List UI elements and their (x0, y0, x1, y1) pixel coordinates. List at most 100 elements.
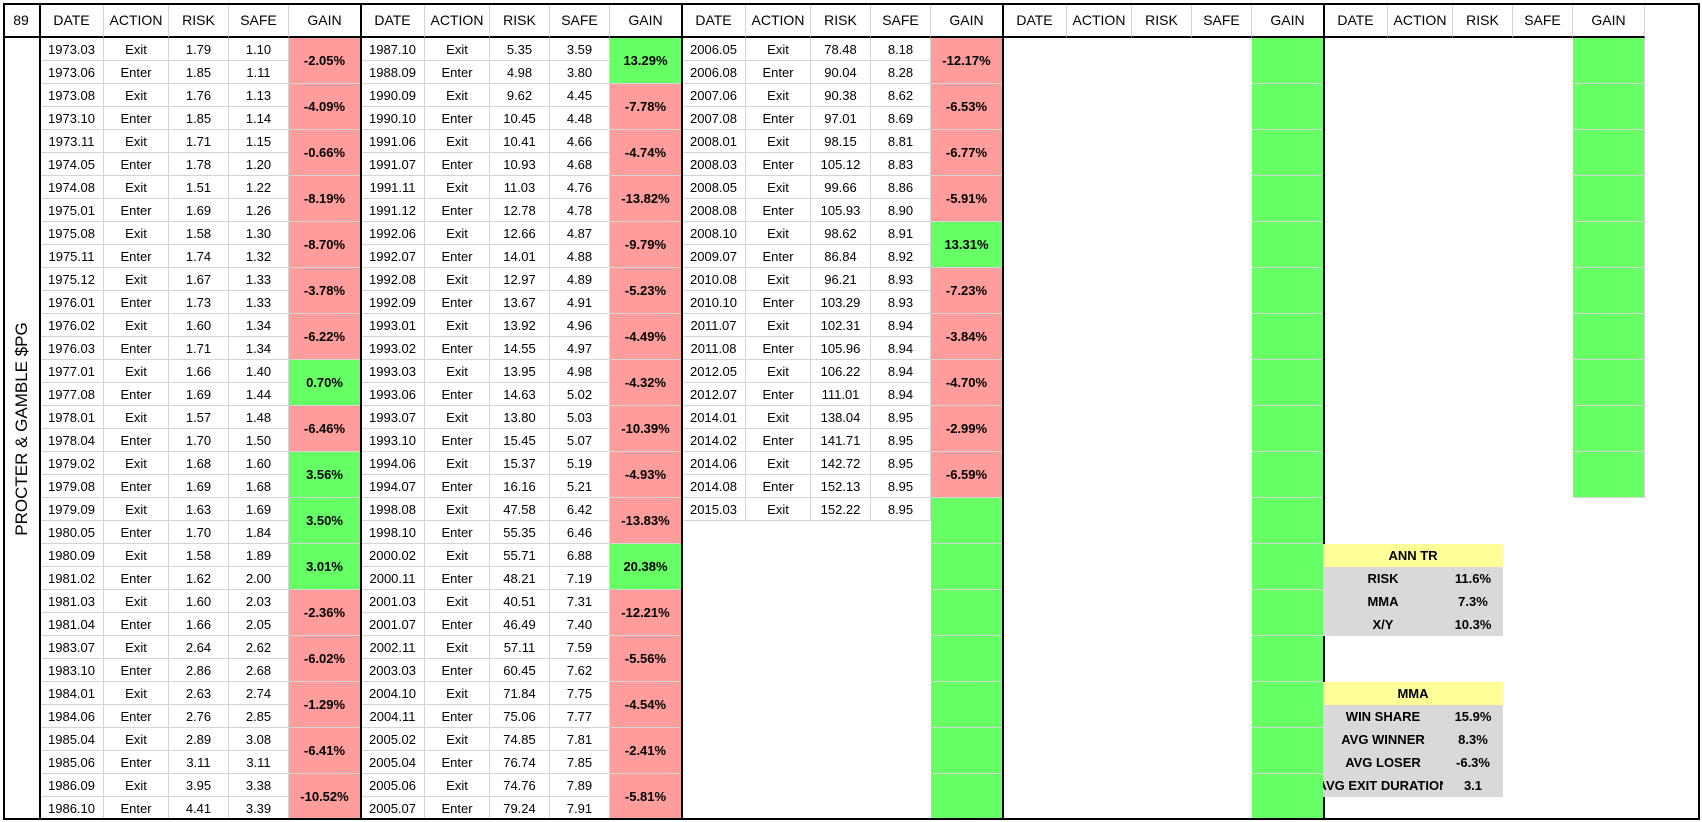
cell-action[interactable]: Enter (746, 61, 811, 84)
header-action[interactable]: ACTION (746, 3, 811, 38)
cell-risk[interactable]: 2.63 (169, 682, 229, 705)
cell-date[interactable]: 1981.02 (40, 567, 104, 590)
cell-safe[interactable]: 1.13 (229, 84, 289, 107)
cell-safe[interactable]: 1.15 (229, 130, 289, 153)
cell-date[interactable]: 1980.09 (40, 544, 104, 567)
cell-action[interactable]: Exit (104, 222, 169, 245)
cell-action[interactable]: Exit (104, 360, 169, 383)
cell-safe[interactable]: 5.21 (550, 475, 610, 498)
gain-cell[interactable]: -6.46% (289, 406, 361, 452)
cell-safe[interactable]: 4.91 (550, 291, 610, 314)
cell-date[interactable]: 1973.08 (40, 84, 104, 107)
cell-risk[interactable]: 1.74 (169, 245, 229, 268)
cell-risk[interactable]: 55.71 (490, 544, 550, 567)
cell-action[interactable]: Enter (746, 383, 811, 406)
cell-risk[interactable]: 71.84 (490, 682, 550, 705)
gain-cell[interactable] (1573, 360, 1645, 406)
gain-cell[interactable]: -4.09% (289, 84, 361, 130)
cell-risk[interactable]: 13.80 (490, 406, 550, 429)
cell-safe[interactable]: 1.89 (229, 544, 289, 567)
cell-safe[interactable]: 1.84 (229, 521, 289, 544)
gain-cell[interactable] (1252, 130, 1324, 176)
cell-date[interactable]: 2008.08 (682, 199, 746, 222)
cell-date[interactable]: 1979.09 (40, 498, 104, 521)
cell-action[interactable]: Exit (104, 130, 169, 153)
cell-safe[interactable]: 1.68 (229, 475, 289, 498)
cell-risk[interactable]: 46.49 (490, 613, 550, 636)
cell-action[interactable]: Enter (104, 751, 169, 774)
gain-cell[interactable]: -1.29% (289, 682, 361, 728)
cell-risk[interactable]: 96.21 (811, 268, 871, 291)
cell-safe[interactable]: 8.92 (871, 245, 931, 268)
cell-action[interactable]: Exit (104, 636, 169, 659)
header-gain[interactable]: GAIN (1573, 3, 1645, 38)
cell-action[interactable]: Exit (425, 130, 490, 153)
cell-risk[interactable]: 152.22 (811, 498, 871, 521)
cell-action[interactable]: Exit (104, 682, 169, 705)
cell-action[interactable]: Enter (104, 61, 169, 84)
cell-action[interactable]: Enter (104, 107, 169, 130)
gain-cell[interactable]: 3.01% (289, 544, 361, 590)
cell-risk[interactable]: 1.57 (169, 406, 229, 429)
cell-risk[interactable]: 57.11 (490, 636, 550, 659)
cell-risk[interactable]: 4.98 (490, 61, 550, 84)
cell-date[interactable]: 1973.06 (40, 61, 104, 84)
cell-action[interactable]: Enter (425, 337, 490, 360)
gain-cell[interactable] (1252, 498, 1324, 544)
cell-risk[interactable]: 47.58 (490, 498, 550, 521)
cell-safe[interactable]: 7.19 (550, 567, 610, 590)
cell-safe[interactable]: 1.11 (229, 61, 289, 84)
cell-date[interactable]: 1992.06 (361, 222, 425, 245)
gain-cell[interactable]: -4.70% (931, 360, 1003, 406)
cell-safe[interactable]: 5.07 (550, 429, 610, 452)
cell-action[interactable]: Exit (425, 590, 490, 613)
cell-risk[interactable]: 60.45 (490, 659, 550, 682)
cell-action[interactable]: Exit (425, 222, 490, 245)
cell-safe[interactable]: 2.62 (229, 636, 289, 659)
header-date[interactable]: DATE (1324, 3, 1388, 38)
cell-risk[interactable]: 90.04 (811, 61, 871, 84)
cell-action[interactable]: Enter (425, 613, 490, 636)
cell-risk[interactable]: 48.21 (490, 567, 550, 590)
cell-safe[interactable]: 2.68 (229, 659, 289, 682)
cell-date[interactable]: 1985.04 (40, 728, 104, 751)
cell-date[interactable]: 1992.08 (361, 268, 425, 291)
cell-action[interactable]: Enter (425, 705, 490, 728)
cell-risk[interactable]: 14.55 (490, 337, 550, 360)
cell-date[interactable]: 1993.01 (361, 314, 425, 337)
cell-date[interactable]: 2014.06 (682, 452, 746, 475)
cell-safe[interactable]: 8.83 (871, 153, 931, 176)
gain-cell[interactable]: -4.74% (610, 130, 682, 176)
cell-action[interactable]: Enter (425, 291, 490, 314)
cell-safe[interactable]: 8.69 (871, 107, 931, 130)
cell-safe[interactable]: 8.95 (871, 406, 931, 429)
cell-action[interactable]: Enter (425, 429, 490, 452)
gain-cell[interactable] (1573, 314, 1645, 360)
cell-date[interactable]: 1986.09 (40, 774, 104, 797)
cell-date[interactable]: 1991.07 (361, 153, 425, 176)
cell-action[interactable]: Enter (104, 475, 169, 498)
header-action[interactable]: ACTION (104, 3, 169, 38)
cell-action[interactable]: Enter (746, 429, 811, 452)
gain-cell[interactable]: -10.39% (610, 406, 682, 452)
cell-risk[interactable]: 1.71 (169, 337, 229, 360)
header-date[interactable]: DATE (361, 3, 425, 38)
gain-cell[interactable] (1573, 130, 1645, 176)
cell-date[interactable]: 2014.08 (682, 475, 746, 498)
gain-cell[interactable]: -6.59% (931, 452, 1003, 498)
cell-safe[interactable]: 4.88 (550, 245, 610, 268)
cell-safe[interactable]: 8.94 (871, 337, 931, 360)
gain-cell[interactable]: -7.23% (931, 268, 1003, 314)
cell-risk[interactable]: 55.35 (490, 521, 550, 544)
cell-safe[interactable]: 1.50 (229, 429, 289, 452)
cell-action[interactable]: Enter (104, 659, 169, 682)
cell-action[interactable]: Enter (425, 567, 490, 590)
cell-safe[interactable]: 1.33 (229, 291, 289, 314)
cell-risk[interactable]: 99.66 (811, 176, 871, 199)
cell-safe[interactable]: 2.03 (229, 590, 289, 613)
cell-action[interactable]: Exit (104, 38, 169, 61)
cell-date[interactable]: 1983.07 (40, 636, 104, 659)
gain-cell[interactable]: 13.29% (610, 38, 682, 84)
cell-date[interactable]: 2007.06 (682, 84, 746, 107)
cell-risk[interactable]: 78.48 (811, 38, 871, 61)
